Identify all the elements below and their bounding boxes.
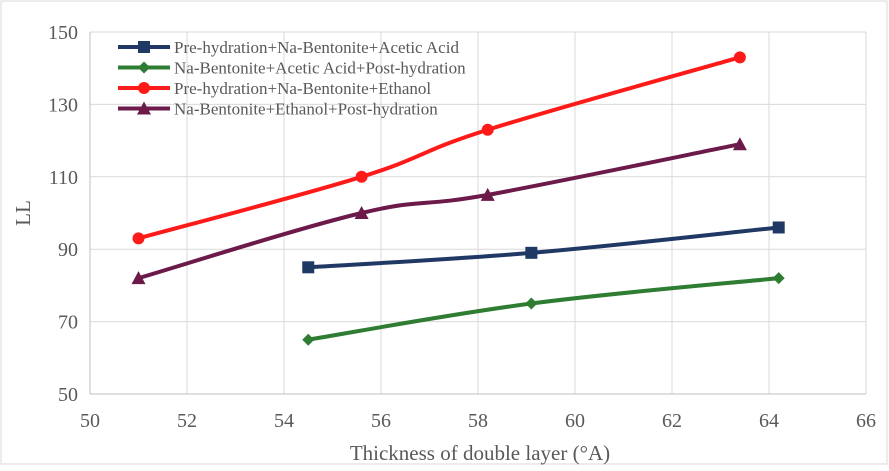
data-point bbox=[732, 137, 747, 151]
data-point bbox=[772, 221, 785, 234]
series-group bbox=[132, 51, 746, 245]
data-point bbox=[354, 206, 369, 219]
legend-item: Na-Bentonite+Acetic Acid+Post-hydration bbox=[118, 59, 466, 78]
data-point bbox=[132, 232, 145, 245]
data-point bbox=[525, 246, 538, 259]
data-point bbox=[772, 272, 785, 285]
x-tick-label: 58 bbox=[468, 410, 488, 432]
data-point bbox=[525, 297, 538, 310]
x-tick-label: 60 bbox=[565, 410, 585, 432]
series-lines bbox=[131, 51, 785, 346]
legend-swatch-marker bbox=[137, 101, 151, 115]
series-group bbox=[131, 137, 747, 285]
legend-swatch-marker bbox=[138, 61, 150, 74]
data-point bbox=[131, 271, 146, 285]
legend-item: Pre-hydration+Na-Bentonite+Ethanol bbox=[118, 79, 431, 98]
y-tick-label: 90 bbox=[58, 239, 78, 261]
legend-label: Pre-hydration+Na-Bentonite+Acetic Acid bbox=[174, 38, 459, 57]
x-tick-label: 50 bbox=[80, 410, 100, 432]
x-axis-title: Thickness of double layer (°A) bbox=[350, 441, 610, 465]
series-group bbox=[302, 272, 785, 346]
legend: Pre-hydration+Na-Bentonite+Acetic Acid Na… bbox=[118, 38, 466, 119]
y-tick-label: 110 bbox=[49, 167, 78, 189]
data-point bbox=[733, 51, 746, 64]
legend-swatch-marker bbox=[138, 41, 150, 53]
axes: 50 70 90 110 130 150 50 52 54 56 58 60 62 64 66 bbox=[48, 22, 876, 432]
y-tick-label: 50 bbox=[58, 384, 78, 406]
series-group bbox=[302, 221, 785, 274]
x-tick-label: 64 bbox=[759, 410, 779, 432]
y-tick-label: 70 bbox=[58, 312, 78, 334]
x-tick-label: 66 bbox=[856, 410, 876, 432]
data-point bbox=[302, 261, 315, 274]
data-point bbox=[355, 170, 368, 183]
legend-label: Pre-hydration+Na-Bentonite+Ethanol bbox=[174, 79, 431, 98]
legend-label: Na-Bentonite+Ethanol+Post-hydration bbox=[174, 100, 438, 119]
x-tick-label: 56 bbox=[371, 410, 391, 432]
y-axis-title: LL bbox=[11, 200, 35, 226]
legend-item: Pre-hydration+Na-Bentonite+Acetic Acid bbox=[118, 38, 459, 57]
legend-item: Na-Bentonite+Ethanol+Post-hydration bbox=[118, 100, 438, 119]
series-line bbox=[136, 55, 742, 241]
legend-swatch-marker bbox=[138, 82, 150, 94]
x-tick-label: 62 bbox=[662, 410, 682, 432]
data-point bbox=[481, 123, 494, 136]
legend-label: Na-Bentonite+Acetic Acid+Post-hydration bbox=[174, 59, 466, 78]
y-tick-label: 130 bbox=[48, 94, 78, 116]
data-point bbox=[480, 187, 495, 201]
x-tick-label: 54 bbox=[274, 410, 294, 432]
y-tick-label: 150 bbox=[48, 22, 78, 44]
series-line bbox=[136, 142, 742, 281]
data-point bbox=[302, 333, 315, 346]
x-tick-label: 52 bbox=[177, 410, 197, 432]
